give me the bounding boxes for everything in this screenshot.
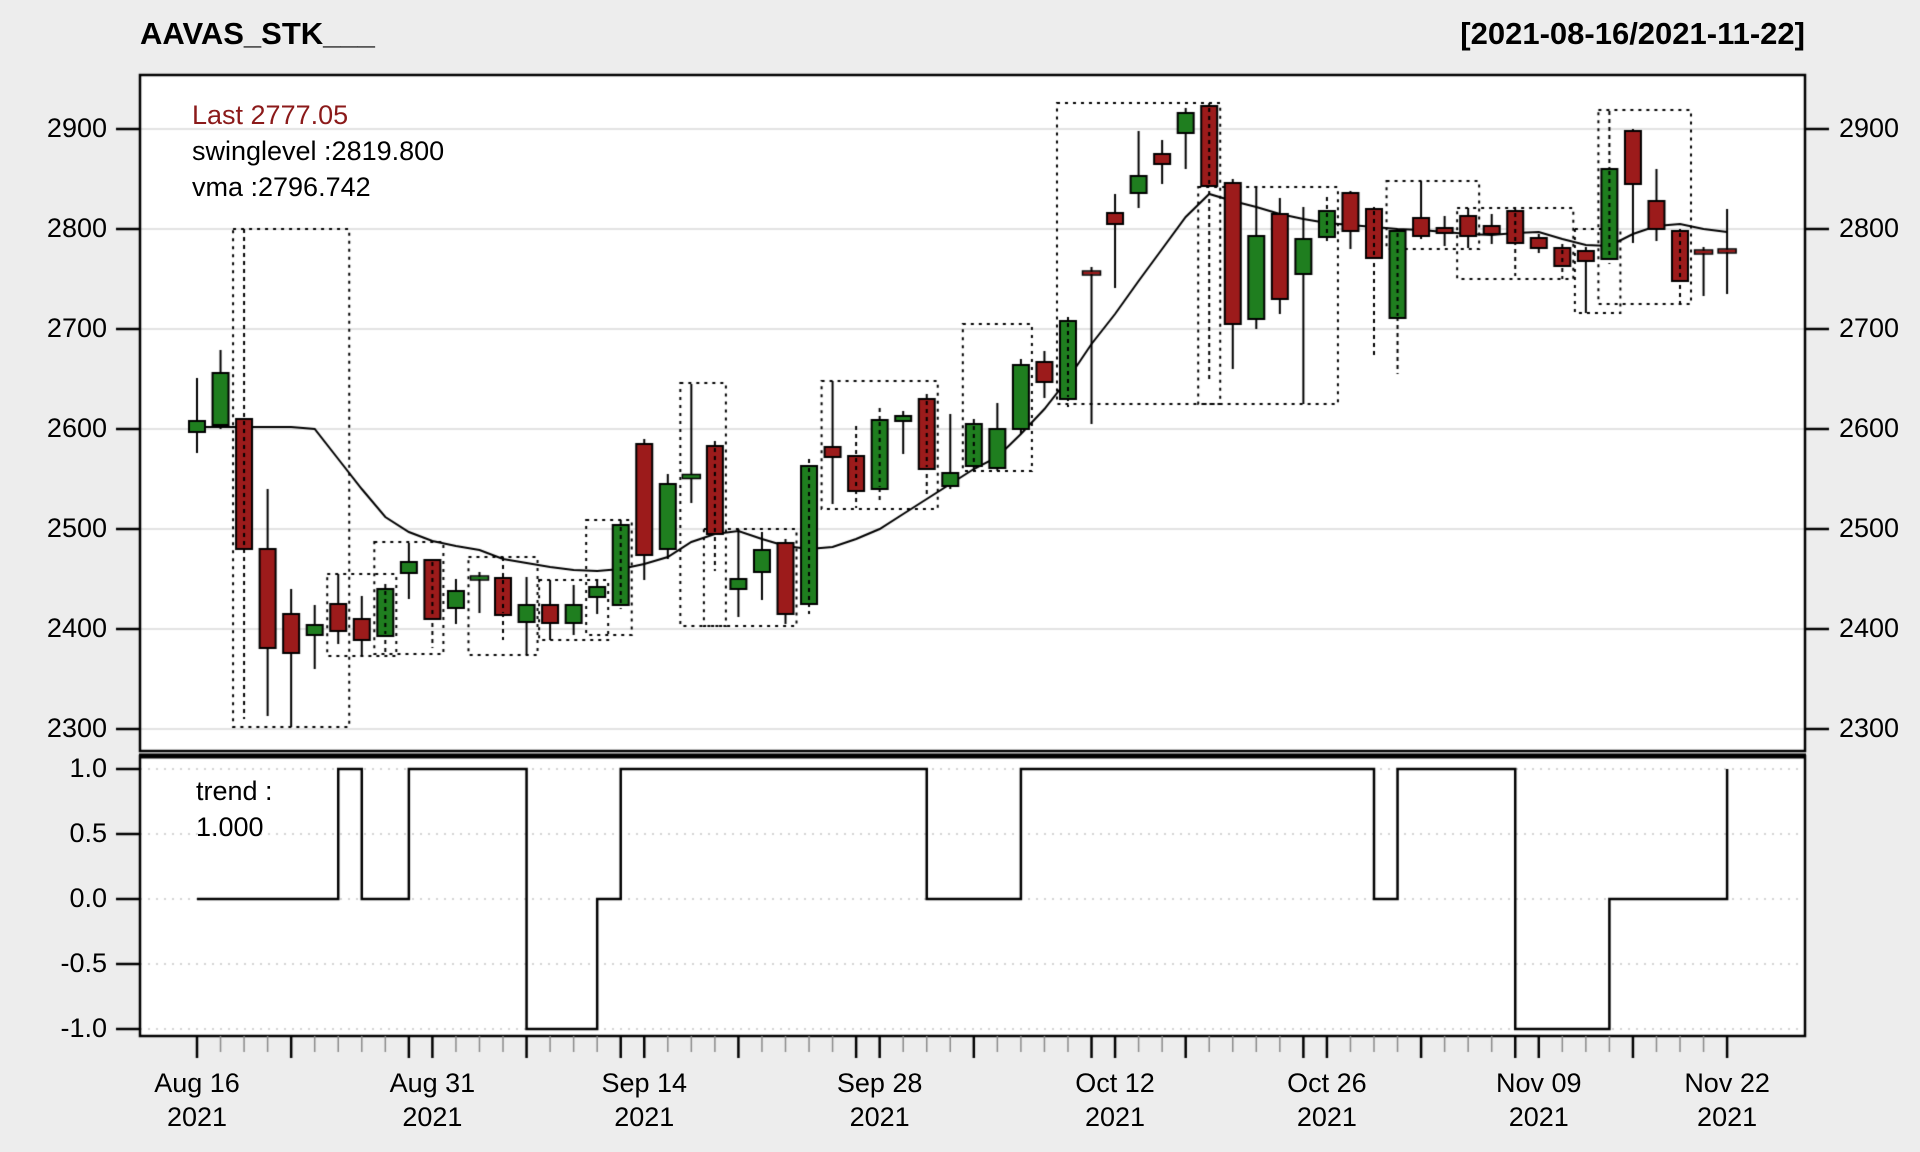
y-axis-tick-label-right: 2300 xyxy=(1839,713,1900,743)
x-axis-tick-label: Sep 28 2021 xyxy=(836,1068,923,1132)
trend-axis-tick-label: -0.5 xyxy=(60,948,107,978)
y-axis-tick-label-right: 2600 xyxy=(1839,413,1900,443)
trend-axis-tick-label: 0.0 xyxy=(69,883,107,913)
y-axis-tick-label-left: 2900 xyxy=(46,113,107,143)
date-range-label: [2021-08-16/2021-11-22] xyxy=(1460,16,1805,51)
y-axis-tick-label-right: 2700 xyxy=(1839,313,1900,343)
y-axis-tick-label-left: 2800 xyxy=(46,213,107,243)
x-axis-tick-label: Aug 16 2021 xyxy=(154,1068,240,1132)
x-axis-tick-label: Aug 31 2021 xyxy=(389,1068,476,1132)
x-axis-tick-label: Nov 09 2021 xyxy=(1495,1068,1582,1132)
y-axis-tick-label-left: 2700 xyxy=(46,313,107,343)
y-axis-tick-label-right: 2500 xyxy=(1839,513,1900,543)
x-axis-tick-label: Oct 26 2021 xyxy=(1287,1068,1367,1132)
y-axis-tick-label-right: 2900 xyxy=(1839,113,1900,143)
y-axis-tick-label-left: 2500 xyxy=(46,513,107,543)
trend-axis-tick-label: -1.0 xyxy=(60,1013,107,1043)
y-axis-tick-label-left: 2600 xyxy=(46,413,107,443)
x-axis-tick-label: Nov 22 2021 xyxy=(1684,1068,1770,1132)
chart-title: AAVAS_STK___ xyxy=(140,16,375,51)
trend-axis-tick-label: 1.0 xyxy=(69,753,107,783)
y-axis-tick-label-left: 2300 xyxy=(46,713,107,743)
y-axis-tick-label-left: 2400 xyxy=(46,613,107,643)
legend-swinglevel: swinglevel :2819.800 xyxy=(192,136,445,166)
x-axis-tick-label: Oct 12 2021 xyxy=(1075,1068,1155,1132)
trend-axis-tick-label: 0.5 xyxy=(69,818,107,848)
y-axis-tick-label-right: 2800 xyxy=(1839,213,1900,243)
y-axis-tick-label-right: 2400 xyxy=(1839,613,1900,643)
x-axis-tick-label: Sep 14 2021 xyxy=(601,1068,688,1132)
legend-vma: vma :2796.742 xyxy=(192,172,371,202)
trend-legend-name: trend : xyxy=(196,776,273,806)
legend-last-price: Last 2777.05 xyxy=(192,100,349,130)
trend-legend-value: 1.000 xyxy=(196,812,264,842)
